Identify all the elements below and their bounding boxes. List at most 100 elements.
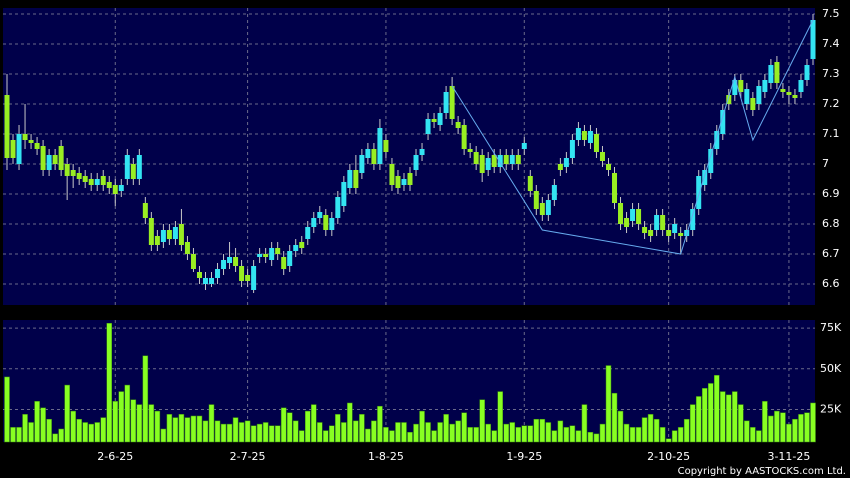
volume-bar <box>557 420 564 443</box>
candle-body <box>239 266 245 281</box>
candle-body <box>124 155 130 179</box>
candle-body <box>10 140 16 158</box>
candle-body <box>293 245 299 251</box>
volume-bar <box>641 417 648 443</box>
volume-bar <box>509 422 516 443</box>
volume-bar <box>413 423 419 443</box>
y-tick-label: 7.4 <box>822 37 840 50</box>
volume-bar <box>515 427 522 443</box>
volume-bar <box>768 415 774 443</box>
volume-bar <box>10 427 16 443</box>
volume-bar <box>286 412 293 443</box>
candle-body <box>154 236 160 245</box>
candle-body <box>413 155 419 170</box>
candle-body <box>383 140 389 152</box>
candle-body <box>88 179 94 185</box>
y-tick-label: 7.1 <box>822 127 840 140</box>
candle-body <box>227 257 233 263</box>
candle-body <box>311 218 317 227</box>
volume-bar <box>347 402 353 443</box>
candle-body <box>461 125 467 149</box>
volume-bar <box>677 427 684 443</box>
volume-bar <box>726 394 732 443</box>
candle-body <box>575 128 581 140</box>
copyright: Copyright by AASTOCKS.com Ltd. <box>678 466 846 477</box>
volume-bar <box>317 422 323 443</box>
candle-body <box>708 149 714 173</box>
x-tick-label: 1-9-25 <box>506 450 542 463</box>
candle-body <box>642 227 648 233</box>
candle-body <box>335 197 341 218</box>
volume-bar <box>353 420 359 443</box>
volume-bar <box>58 428 64 443</box>
candle-body <box>509 155 515 164</box>
volume-bar <box>491 430 497 443</box>
volume-bar <box>28 422 34 443</box>
candle-body <box>605 164 611 170</box>
candle-body <box>443 92 449 113</box>
y-tick-label: 50K <box>820 362 842 375</box>
candle-body <box>702 170 708 185</box>
candle-body <box>455 122 461 128</box>
volume-bar <box>82 422 88 443</box>
candle-body <box>82 176 88 182</box>
volume-bar <box>599 423 606 443</box>
volume-bar <box>268 425 275 443</box>
candle-body <box>52 155 58 164</box>
candle-body <box>172 227 178 239</box>
volume-bar <box>383 427 389 443</box>
volume-bar <box>647 414 654 443</box>
candle-body <box>774 62 780 83</box>
volume-bar <box>124 384 131 443</box>
volume-bar <box>172 417 179 443</box>
volume-bar <box>774 410 780 443</box>
volume-bar <box>76 418 82 443</box>
volume-bar <box>701 388 708 443</box>
volume-bar <box>738 404 744 443</box>
candle-body <box>654 215 660 230</box>
volume-bar <box>671 430 678 443</box>
candle-body <box>491 155 497 167</box>
candle-body <box>678 233 684 236</box>
volume-bar <box>479 399 485 443</box>
candle-body <box>22 134 28 140</box>
volume-bar <box>256 423 263 443</box>
volume-bar <box>34 401 40 443</box>
candle-body <box>209 278 215 284</box>
candle-body <box>515 155 521 164</box>
volume-bar <box>437 422 443 443</box>
y-tick-label: 7 <box>822 157 829 170</box>
candle-body <box>251 266 257 290</box>
candle-body <box>521 143 527 149</box>
volume-bar <box>689 404 696 443</box>
candle-body <box>467 149 473 152</box>
volume-bar <box>617 410 624 443</box>
candle-body <box>587 131 593 143</box>
volume-bar <box>569 425 576 443</box>
candle-body <box>401 179 407 185</box>
volume-bar <box>756 430 762 443</box>
candle-body <box>215 269 221 278</box>
candle-body <box>58 146 64 170</box>
candle-body <box>545 200 551 215</box>
candle-body <box>184 242 190 254</box>
candle-body <box>551 185 557 200</box>
candle-body <box>792 95 798 98</box>
candle-body <box>599 152 605 161</box>
candle-body <box>539 203 545 215</box>
volume-bar <box>551 430 558 443</box>
volume-bar <box>744 420 750 443</box>
candle-body <box>148 218 154 245</box>
candle-body <box>527 176 533 191</box>
candle-body <box>70 170 76 176</box>
volume-bar <box>94 422 100 443</box>
volume-bar <box>52 433 58 443</box>
volume-bar <box>611 392 618 443</box>
candle-body <box>696 176 702 209</box>
candle-body <box>750 98 756 110</box>
volume-bar <box>461 412 467 443</box>
volume-bar <box>22 414 28 443</box>
volume-bar <box>112 401 119 443</box>
candle-body <box>485 158 491 170</box>
volume-bar <box>46 418 52 443</box>
